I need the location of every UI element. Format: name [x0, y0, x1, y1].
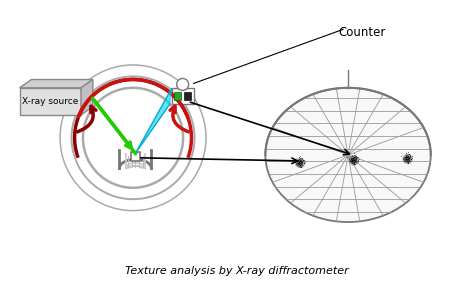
- Bar: [131, 152, 140, 161]
- Text: Counter: Counter: [338, 26, 385, 39]
- Bar: [172, 88, 193, 104]
- Text: X-ray source: X-ray source: [22, 97, 79, 106]
- Bar: [173, 92, 181, 100]
- Circle shape: [177, 78, 189, 90]
- Circle shape: [298, 160, 302, 166]
- Polygon shape: [136, 88, 172, 153]
- Bar: [19, 88, 81, 115]
- Polygon shape: [19, 79, 93, 88]
- Ellipse shape: [265, 88, 431, 222]
- Circle shape: [351, 158, 356, 163]
- Circle shape: [405, 156, 410, 162]
- Polygon shape: [81, 79, 93, 115]
- Text: Texture analysis by X-ray diffractometer: Texture analysis by X-ray diffractometer: [125, 266, 349, 276]
- Circle shape: [296, 158, 305, 167]
- Circle shape: [349, 156, 358, 165]
- Circle shape: [403, 154, 412, 163]
- Bar: [183, 92, 191, 100]
